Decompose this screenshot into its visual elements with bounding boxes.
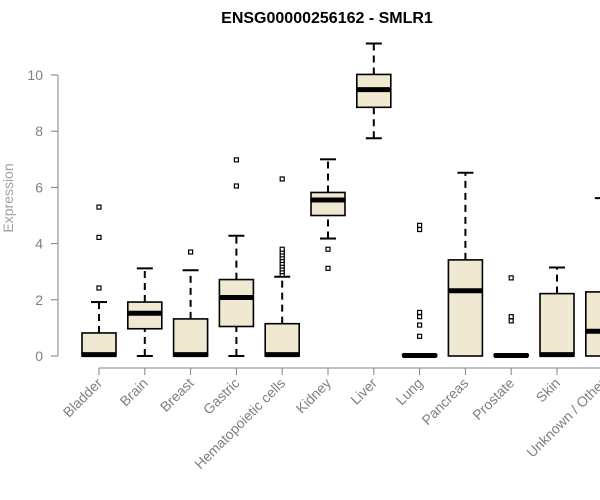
iqr-box — [584, 291, 600, 357]
category-label: Breast — [157, 375, 197, 415]
y-tick-label: 6 — [35, 179, 43, 195]
axes: 0 2 4 6 8 10 — [27, 67, 600, 375]
category-label: Kidney — [293, 375, 335, 417]
box-lung — [401, 222, 438, 358]
box-pancreas — [447, 171, 484, 357]
iqr-box — [264, 322, 301, 357]
outlier-point — [325, 246, 331, 252]
box-gastric — [218, 157, 255, 357]
category-label: Bladder — [60, 375, 106, 421]
box-breast — [172, 249, 209, 358]
outlier-point — [279, 176, 285, 182]
box-prostate — [493, 275, 530, 358]
box-hematopoietic-cells — [264, 176, 301, 358]
box-liver — [355, 42, 392, 140]
box-bladder — [81, 204, 117, 358]
iqr-box — [218, 278, 255, 328]
iqr-box — [172, 318, 209, 357]
category-label: Hematopoietic cells — [191, 375, 288, 472]
category-label: Pancreas — [418, 375, 471, 428]
outlier-point — [417, 222, 423, 228]
chart-title: ENSG00000256162 - SMLR1 — [221, 10, 433, 27]
y-tick-label: 2 — [35, 292, 43, 308]
category-label: Lung — [392, 375, 425, 408]
outlier-point — [417, 226, 423, 233]
outlier-point — [96, 204, 102, 210]
iqr-box — [539, 292, 575, 357]
y-axis-title: Expression — [0, 163, 16, 232]
outlier-point — [508, 318, 514, 324]
outlier-point — [233, 157, 239, 163]
outlier-point — [96, 234, 102, 241]
box-brain — [127, 267, 163, 357]
outlier-point — [508, 314, 514, 320]
outlier-point — [96, 285, 102, 291]
outlier-point — [508, 275, 514, 281]
box-unknown-other — [584, 197, 600, 357]
box-skin — [539, 266, 575, 358]
boxes-layer — [81, 42, 600, 358]
category-label: Gastric — [200, 375, 243, 418]
iqr-box — [447, 259, 484, 357]
box-kidney — [310, 158, 346, 271]
y-tick-label: 0 — [35, 348, 43, 364]
iqr-box — [310, 191, 346, 217]
category-label: Liver — [347, 375, 380, 408]
category-label: Skin — [533, 375, 564, 406]
category-label: Brain — [116, 375, 150, 409]
outlier-point — [279, 246, 285, 252]
category-label: Prostate — [469, 375, 517, 423]
outlier-point — [417, 333, 423, 339]
outlier-point — [417, 309, 423, 316]
outlier-point — [233, 183, 239, 189]
outlier-point — [417, 322, 423, 328]
outlier-point — [325, 265, 331, 271]
y-tick-label: 10 — [27, 67, 43, 83]
outlier-point — [188, 249, 194, 255]
y-tick-label: 8 — [35, 123, 43, 139]
outlier-point — [417, 314, 423, 320]
y-tick-label: 4 — [35, 236, 43, 252]
